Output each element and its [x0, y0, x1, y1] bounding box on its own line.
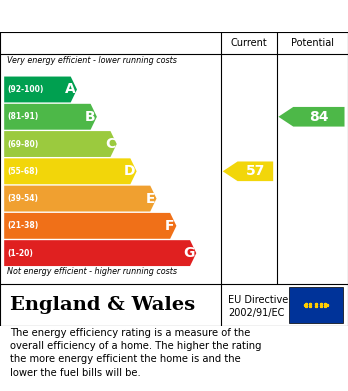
Text: Potential: Potential — [291, 38, 334, 48]
Polygon shape — [4, 240, 196, 266]
Text: Current: Current — [230, 38, 267, 48]
Text: Very energy efficient - lower running costs: Very energy efficient - lower running co… — [7, 56, 177, 65]
Text: G: G — [183, 246, 195, 260]
Polygon shape — [4, 158, 137, 184]
Text: (55-68): (55-68) — [8, 167, 39, 176]
Text: (81-91): (81-91) — [8, 112, 39, 121]
Text: D: D — [124, 164, 135, 178]
Text: EU Directive: EU Directive — [228, 295, 288, 305]
Polygon shape — [4, 213, 176, 239]
Polygon shape — [4, 104, 97, 130]
Polygon shape — [278, 107, 345, 127]
Text: Not energy efficient - higher running costs: Not energy efficient - higher running co… — [7, 267, 177, 276]
Polygon shape — [4, 131, 117, 157]
Text: (39-54): (39-54) — [8, 194, 39, 203]
Text: E: E — [145, 192, 155, 206]
Polygon shape — [4, 186, 157, 212]
Text: (1-20): (1-20) — [8, 249, 33, 258]
Text: 2002/91/EC: 2002/91/EC — [228, 308, 284, 317]
Text: Energy Efficiency Rating: Energy Efficiency Rating — [10, 9, 220, 23]
Text: 57: 57 — [246, 164, 266, 178]
Polygon shape — [223, 161, 273, 181]
Text: (69-80): (69-80) — [8, 140, 39, 149]
Text: B: B — [85, 110, 95, 124]
Text: (92-100): (92-100) — [8, 85, 44, 94]
Text: F: F — [165, 219, 175, 233]
Text: C: C — [105, 137, 115, 151]
Text: A: A — [64, 83, 75, 97]
Text: 84: 84 — [309, 110, 329, 124]
Text: England & Wales: England & Wales — [10, 296, 196, 314]
Polygon shape — [4, 77, 77, 102]
Text: The energy efficiency rating is a measure of the
overall efficiency of a home. T: The energy efficiency rating is a measur… — [10, 328, 262, 378]
Text: (21-38): (21-38) — [8, 221, 39, 230]
Bar — [289, 287, 343, 323]
